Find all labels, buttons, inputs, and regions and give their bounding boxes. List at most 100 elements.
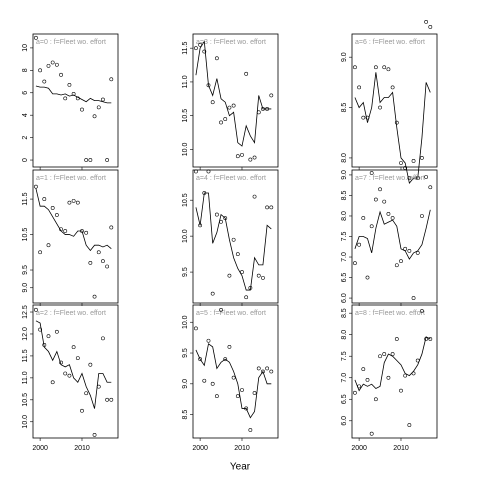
observed-point [373, 397, 378, 402]
observed-point [46, 243, 51, 248]
observed-point [75, 356, 80, 361]
y-tick-label: 10.5 [182, 193, 189, 207]
observed-point [357, 384, 362, 389]
observed-point [92, 294, 97, 299]
y-tick-label: 0 [22, 158, 29, 162]
x-tick-label: 2000 [351, 445, 367, 452]
y-tick-label: 10.5 [182, 109, 189, 123]
y-tick-label: 6.5 [341, 394, 348, 404]
observed-point [38, 68, 43, 73]
observed-point [88, 362, 93, 367]
observed-point [231, 237, 236, 242]
observed-point [252, 155, 257, 160]
observed-point [353, 261, 357, 266]
observed-point [265, 366, 270, 371]
y-tick-label: 10.5 [22, 393, 29, 407]
observed-point [403, 246, 408, 251]
observed-point [240, 388, 244, 392]
observed-point [105, 158, 110, 162]
observed-point [101, 336, 105, 341]
y-tick-label: 8.5 [341, 190, 348, 200]
observed-point [411, 159, 416, 163]
observed-point [96, 105, 101, 110]
observed-point [42, 197, 47, 201]
observed-point [46, 63, 51, 68]
panel-frame [32, 304, 119, 439]
observed-point [365, 377, 370, 382]
observed-point [415, 358, 420, 363]
observed-point [54, 329, 59, 334]
observed-point [109, 225, 114, 230]
observed-point [394, 120, 399, 125]
observed-point [252, 194, 257, 199]
y-tick-label: 9.0 [341, 170, 348, 180]
observed-point [71, 345, 76, 350]
observed-point [38, 250, 43, 255]
observed-point [194, 169, 198, 174]
observed-point [71, 91, 76, 96]
observed-point [227, 273, 232, 278]
observed-point [227, 344, 232, 349]
x-tick-label: 2000 [192, 445, 208, 452]
observed-point [198, 357, 203, 362]
y-tick-label: 7.0 [341, 373, 348, 383]
observed-point [411, 296, 416, 300]
observed-point [428, 337, 433, 341]
observed-point [59, 360, 63, 365]
y-tick-label: 8.0 [341, 330, 348, 340]
observed-point [194, 46, 198, 51]
observed-point [63, 96, 68, 101]
observed-point [386, 375, 391, 380]
fitted-line [354, 336, 431, 392]
observed-point [63, 229, 68, 233]
observed-point [214, 56, 219, 61]
observed-point [269, 369, 274, 374]
y-tick-label: 10 [22, 44, 29, 52]
fitted-line [354, 72, 431, 185]
observed-point [202, 378, 207, 383]
fitted-line [195, 343, 272, 419]
observed-point [369, 171, 374, 175]
panel-frame [192, 304, 279, 439]
panel-title: a=5 : f=Fleet wo. effort [196, 310, 266, 317]
observed-point [269, 205, 274, 210]
observed-point [415, 251, 420, 255]
observed-point [67, 373, 72, 378]
observed-point [378, 105, 382, 110]
observed-point [59, 72, 63, 77]
y-tick-label: 11.5 [22, 192, 29, 205]
observed-point [54, 213, 59, 217]
observed-point [411, 371, 416, 376]
observed-point [227, 105, 232, 110]
observed-point [244, 406, 249, 411]
observed-point [219, 219, 223, 224]
observed-point [361, 367, 366, 372]
y-tick-label: 6.0 [341, 416, 348, 426]
x-tick-label: 2000 [32, 445, 48, 452]
y-tick-label: 10.5 [22, 228, 29, 242]
y-tick-label: 8.5 [341, 103, 348, 113]
observed-point [105, 397, 110, 402]
y-tick-label: 9.0 [341, 52, 348, 62]
observed-point [256, 273, 261, 278]
observed-point [105, 264, 110, 269]
observed-point [109, 397, 114, 402]
observed-point [194, 326, 198, 331]
observed-point [420, 156, 424, 160]
observed-point [265, 107, 270, 111]
observed-point [80, 229, 84, 233]
observed-point [67, 83, 72, 87]
y-tick-label: 11.5 [22, 349, 29, 362]
observed-point [407, 248, 412, 253]
observed-point [256, 366, 261, 371]
y-tick-label: 11.5 [182, 42, 189, 55]
observed-point [109, 77, 114, 82]
observed-point [353, 65, 357, 70]
y-tick-label: 6 [22, 91, 29, 95]
observed-point [235, 394, 240, 399]
observed-point [71, 198, 76, 203]
observed-point [269, 93, 274, 98]
observed-point [240, 152, 244, 157]
observed-point [240, 270, 244, 274]
observed-point [420, 309, 424, 313]
